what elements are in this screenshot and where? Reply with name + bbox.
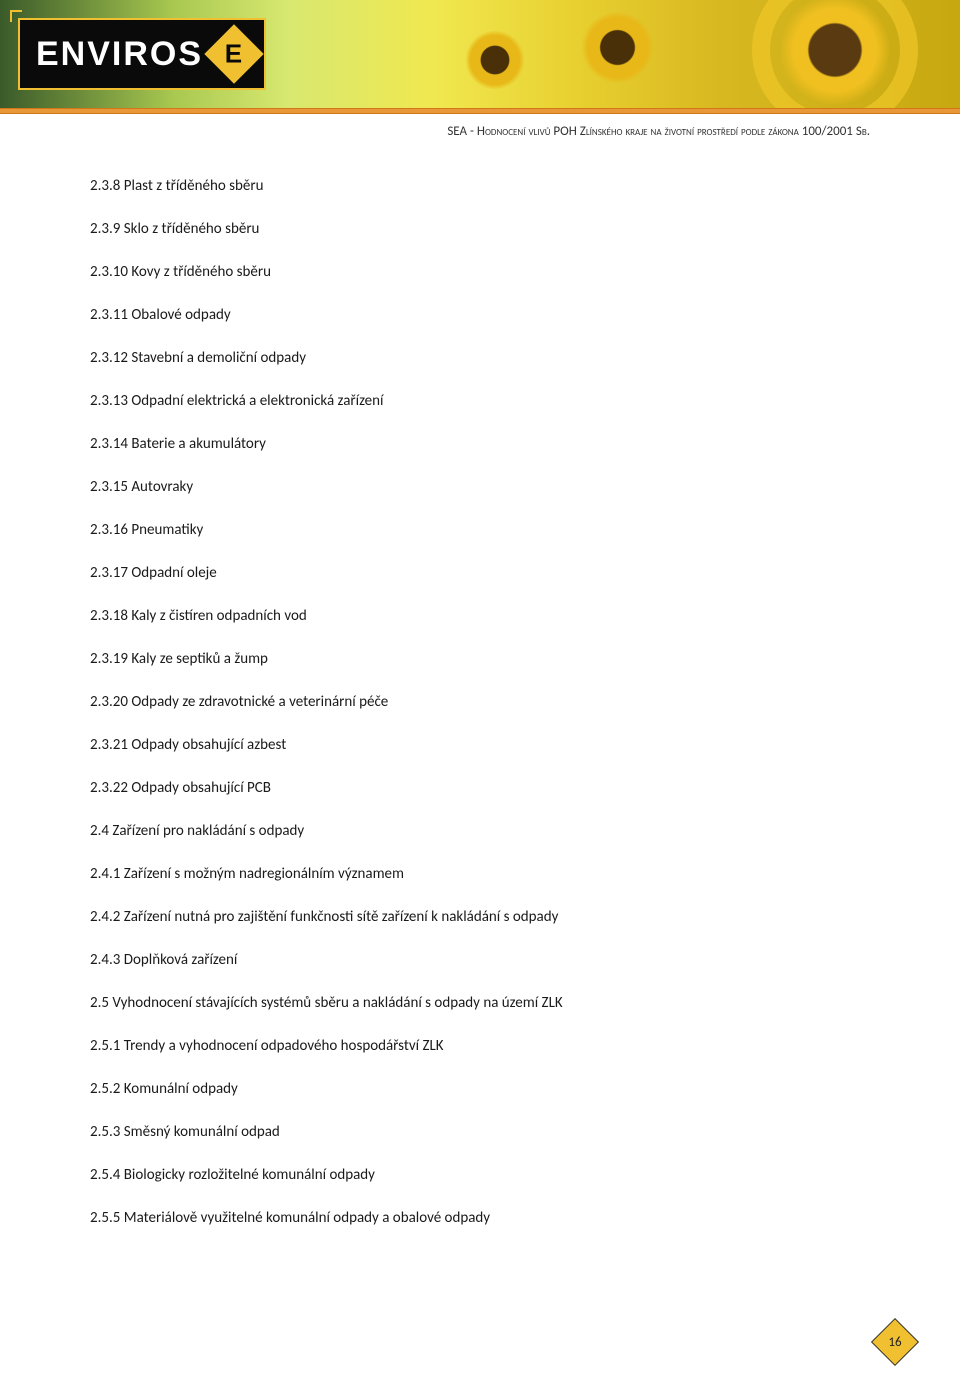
logo-text: ENVIROS (36, 35, 203, 74)
logo: ENVIROS E (18, 18, 266, 90)
toc-item: 2.3.18 Kaly z čistíren odpadních vod (90, 607, 870, 627)
header-banner: ENVIROS E (0, 0, 960, 108)
toc-item: 2.5.5 Materiálově využitelné komunální o… (90, 1209, 870, 1229)
toc-item: 2.3.14 Baterie a akumulátory (90, 435, 870, 455)
toc-item: 2.3.20 Odpady ze zdravotnické a veteriná… (90, 693, 870, 713)
logo-badge: E (204, 24, 263, 83)
toc-item: 2.3.15 Autovraky (90, 478, 870, 498)
toc-item: 2.3.19 Kaly ze septiků a žump (90, 650, 870, 670)
toc-content: 2.3.8 Plast z tříděného sběru 2.3.9 Sklo… (0, 143, 960, 1229)
toc-item: 2.3.17 Odpadní oleje (90, 564, 870, 584)
toc-item: 2.4 Zařízení pro nakládání s odpady (90, 822, 870, 842)
toc-item: 2.3.16 Pneumatiky (90, 521, 870, 541)
page-number-text: 16 (878, 1325, 912, 1359)
toc-item: 2.5.2 Komunální odpady (90, 1080, 870, 1100)
toc-item: 2.3.21 Odpady obsahující azbest (90, 736, 870, 756)
sunflower-decoration (460, 25, 530, 95)
toc-item: 2.3.22 Odpady obsahující PCB (90, 779, 870, 799)
toc-item: 2.3.10 Kovy z tříděného sběru (90, 263, 870, 283)
toc-item: 2.3.8 Plast z tříděného sběru (90, 177, 870, 197)
toc-item: 2.5.3 Směsný komunální odpad (90, 1123, 870, 1143)
page-number-badge: 16 (878, 1325, 912, 1359)
document-subheader: SEA - Hodnocení vlivů POH Zlínského kraj… (0, 114, 960, 143)
toc-item: 2.4.3 Doplňková zařízení (90, 951, 870, 971)
toc-item: 2.3.13 Odpadní elektrická a elektronická… (90, 392, 870, 412)
toc-item: 2.3.9 Sklo z tříděného sběru (90, 220, 870, 240)
toc-item: 2.4.2 Zařízení nutná pro zajištění funkč… (90, 908, 870, 928)
sunflower-decoration (575, 5, 660, 90)
toc-item: 2.3.11 Obalové odpady (90, 306, 870, 326)
toc-item: 2.5 Vyhodnocení stávajících systémů sběr… (90, 994, 870, 1014)
toc-item: 2.5.1 Trendy a vyhodnocení odpadového ho… (90, 1037, 870, 1057)
toc-item: 2.3.12 Stavební a demoliční odpady (90, 349, 870, 369)
sunflower-decoration (770, 0, 900, 108)
toc-item: 2.4.1 Zařízení s možným nadregionálním v… (90, 865, 870, 885)
logo-badge-letter: E (225, 39, 242, 70)
toc-item: 2.5.4 Biologicky rozložitelné komunální … (90, 1166, 870, 1186)
